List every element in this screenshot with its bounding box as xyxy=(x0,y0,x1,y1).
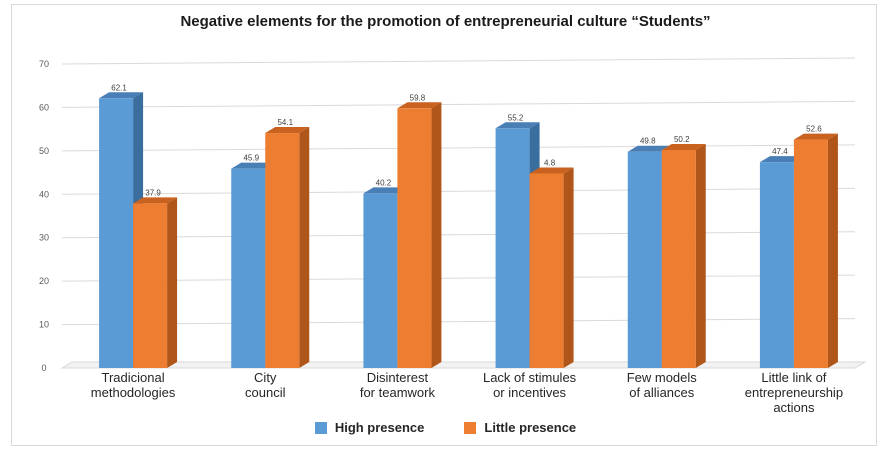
bar-top-little-presence xyxy=(265,127,310,134)
bar-little-presence xyxy=(397,108,432,368)
legend-swatch-high-presence xyxy=(314,421,327,434)
y-tick-label: 40 xyxy=(39,189,49,199)
x-tick-label: methodologies xyxy=(91,385,176,400)
bar-side-little-presence xyxy=(431,102,442,368)
y-tick-label: 30 xyxy=(39,233,49,243)
data-label-high-presence: 49.8 xyxy=(640,137,656,146)
bar-little-presence xyxy=(529,173,564,368)
x-tick-label: actions xyxy=(773,400,815,415)
x-tick-label: Little link of xyxy=(761,370,826,385)
y-tick-label: 60 xyxy=(39,102,49,112)
x-tick-label: Few models xyxy=(627,370,698,385)
x-tick-label: Lack of stimules xyxy=(483,370,577,385)
chart-title: Negative elements for the promotion of e… xyxy=(180,13,711,30)
bar-top-high-presence xyxy=(627,145,672,152)
x-tick-label: City xyxy=(254,370,277,385)
x-tick-label: Disinterest xyxy=(367,370,429,385)
legend-item-high-presence: High presence xyxy=(314,420,425,435)
data-label-little-presence: 54.1 xyxy=(277,118,293,127)
gridline xyxy=(61,144,856,152)
y-tick-label: 0 xyxy=(41,363,46,373)
bar-top-little-presence xyxy=(793,133,838,140)
bar-top-high-presence xyxy=(495,122,540,129)
bar-little-presence xyxy=(265,133,300,368)
bar-high-presence xyxy=(627,151,662,368)
data-label-high-presence: 45.9 xyxy=(243,154,259,163)
bar-high-presence xyxy=(99,98,134,369)
gridline xyxy=(61,187,856,195)
gridline xyxy=(61,318,856,326)
bar-top-little-presence xyxy=(529,167,574,174)
bar-high-presence xyxy=(495,128,530,368)
bar-top-high-presence xyxy=(231,162,276,169)
bar-little-presence xyxy=(133,203,168,368)
data-label-high-presence: 55.2 xyxy=(508,113,524,122)
data-label-little-presence: 50.2 xyxy=(674,135,690,144)
y-tick-label: 70 xyxy=(39,59,49,69)
data-label-little-presence: 52.6 xyxy=(806,125,822,134)
legend-label-high-presence: High presence xyxy=(334,420,425,435)
x-tick-label: Tradicional xyxy=(102,370,165,385)
x-tick-label: for teamwork xyxy=(360,385,436,400)
bar-top-little-presence xyxy=(133,197,178,204)
gridline xyxy=(61,57,856,65)
data-label-little-presence: 4.8 xyxy=(544,158,556,167)
x-tick-label: or incentives xyxy=(493,385,566,400)
chart-floor xyxy=(60,361,867,369)
bar-side-little-presence xyxy=(167,197,178,368)
x-tick-label: of alliances xyxy=(629,385,695,400)
bar-top-high-presence xyxy=(759,156,804,163)
legend-label-little-presence: Little presence xyxy=(484,420,577,435)
data-label-high-presence: 47.4 xyxy=(772,147,788,156)
bar-side-little-presence xyxy=(827,133,838,368)
y-tick-label: 10 xyxy=(39,320,49,330)
legend: High presence Little presence xyxy=(0,420,891,435)
bar-top-little-presence xyxy=(661,143,706,150)
x-tick-label: council xyxy=(245,385,286,400)
bar-high-presence xyxy=(231,168,266,368)
bar-high-presence xyxy=(759,162,794,368)
bar-side-little-presence xyxy=(563,167,574,368)
bar-little-presence xyxy=(661,149,696,368)
bar-little-presence xyxy=(793,139,828,368)
bar-top-high-presence xyxy=(99,92,144,99)
y-tick-label: 50 xyxy=(39,146,49,156)
data-label-high-presence: 40.2 xyxy=(376,178,392,187)
gridline xyxy=(61,231,856,239)
bar-top-little-presence xyxy=(397,102,442,109)
bar-side-little-presence xyxy=(299,127,310,369)
bar-side-little-presence xyxy=(695,143,706,368)
data-label-little-presence: 59.8 xyxy=(410,93,426,102)
x-tick-label: entrepreneurship xyxy=(745,385,843,400)
bar-top-high-presence xyxy=(363,187,408,194)
bar-high-presence xyxy=(363,193,398,368)
legend-swatch-little-presence xyxy=(464,421,477,434)
data-label-little-presence: 37.9 xyxy=(145,188,161,197)
y-tick-label: 20 xyxy=(39,276,49,286)
data-label-high-presence: 62.1 xyxy=(111,83,127,92)
legend-item-little-presence: Little presence xyxy=(464,420,576,435)
gridline xyxy=(61,274,856,282)
gridline xyxy=(61,100,856,108)
